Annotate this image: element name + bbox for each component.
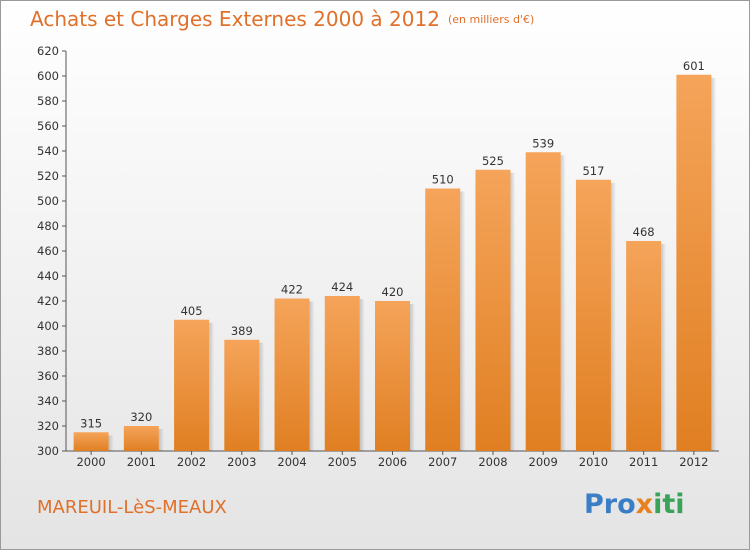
bar-shadow (259, 342, 265, 451)
x-tick-label: 2009 (529, 455, 558, 469)
chart-title: Achats et Charges Externes 2000 à 2012 (e… (30, 7, 534, 31)
bar-2004 (274, 298, 310, 451)
bar-shadow (209, 322, 215, 451)
x-tick-label: 2001 (127, 455, 156, 469)
bar-2008 (475, 169, 511, 451)
proxiti-logo: Proxiti (584, 489, 685, 520)
bar-shadow (460, 191, 466, 451)
x-tick-label: 2008 (478, 455, 507, 469)
data-label-2004: 422 (281, 283, 303, 297)
data-label-2006: 420 (382, 285, 404, 299)
y-tick-label: 480 (37, 219, 59, 233)
x-tick-label: 2000 (76, 455, 105, 469)
x-tick-label: 2003 (227, 455, 256, 469)
bar-2001 (123, 426, 159, 451)
bar-2007 (425, 188, 461, 451)
data-label-2000: 315 (80, 416, 102, 430)
y-tick-label: 340 (37, 394, 59, 408)
x-tick-label: 2007 (428, 455, 457, 469)
chart-title-text: Achats et Charges Externes 2000 à 2012 (30, 7, 440, 31)
y-tick-label: 500 (37, 194, 59, 208)
bar-2005 (324, 296, 360, 451)
y-tick-label: 620 (37, 44, 59, 58)
bar-shadow (610, 182, 616, 451)
y-tick-label: 400 (37, 319, 59, 333)
data-labels: 315 320 405 389 422 424 420 510 525 539 517 468 601 (80, 59, 705, 431)
bar-2003 (224, 339, 260, 451)
y-tick-label: 600 (37, 69, 59, 83)
y-tick-label: 300 (37, 444, 59, 458)
unit-label: (en milliers d'€) (447, 13, 535, 26)
commune-name: MAREUIL-LèS-MEAUX (37, 497, 227, 518)
y-tick-label: 460 (37, 244, 59, 258)
y-tick-label: 580 (37, 94, 59, 108)
bar-shadow (711, 77, 717, 451)
x-tick-label: 2002 (177, 455, 206, 469)
x-tick-label: 2004 (277, 455, 306, 469)
x-tick-label: 2012 (679, 455, 708, 469)
bar-2011 (626, 241, 662, 451)
bar-shadow (410, 304, 415, 451)
x-tick-label: 2011 (629, 455, 658, 469)
bar-2010 (575, 179, 611, 451)
data-label-2002: 405 (181, 304, 203, 318)
bar-2002 (174, 319, 210, 451)
data-label-2009: 539 (532, 136, 554, 150)
bar-2012 (676, 74, 712, 451)
data-label-2010: 517 (582, 164, 604, 178)
y-tick-label: 520 (37, 169, 59, 183)
bar-2009 (525, 152, 561, 451)
bar-shadow (108, 435, 114, 451)
y-tick-label: 360 (37, 369, 59, 383)
bar-shadow (661, 244, 667, 451)
bar-shadow (158, 429, 164, 451)
y-tick-label: 320 (37, 419, 59, 433)
x-tick-label: 2005 (328, 455, 357, 469)
bar-2000 (73, 432, 109, 451)
y-tick-label: 440 (37, 269, 59, 283)
data-label-2011: 468 (633, 225, 655, 239)
y-tick-label: 540 (37, 144, 59, 158)
y-tick-label: 380 (37, 344, 59, 358)
bar-shadow (309, 301, 315, 451)
data-label-2012: 601 (683, 59, 705, 73)
data-label-2007: 510 (432, 173, 454, 187)
x-tick-label: 2010 (579, 455, 608, 469)
data-label-2005: 424 (331, 280, 353, 294)
bar-2006 (375, 301, 410, 451)
data-label-2008: 525 (482, 154, 504, 168)
axes: 300 320 340 360 380 400 420 440 460 480 500 520 540 5… (37, 44, 719, 469)
y-tick-label: 420 (37, 294, 59, 308)
bar-shadow (560, 155, 566, 451)
y-tick-label: 560 (37, 119, 59, 133)
bar-shadow (510, 172, 516, 451)
bar-shadow (359, 299, 365, 451)
bars (73, 74, 717, 451)
data-label-2003: 389 (231, 324, 253, 338)
x-tick-label: 2006 (378, 455, 407, 469)
data-label-2001: 320 (130, 410, 152, 424)
